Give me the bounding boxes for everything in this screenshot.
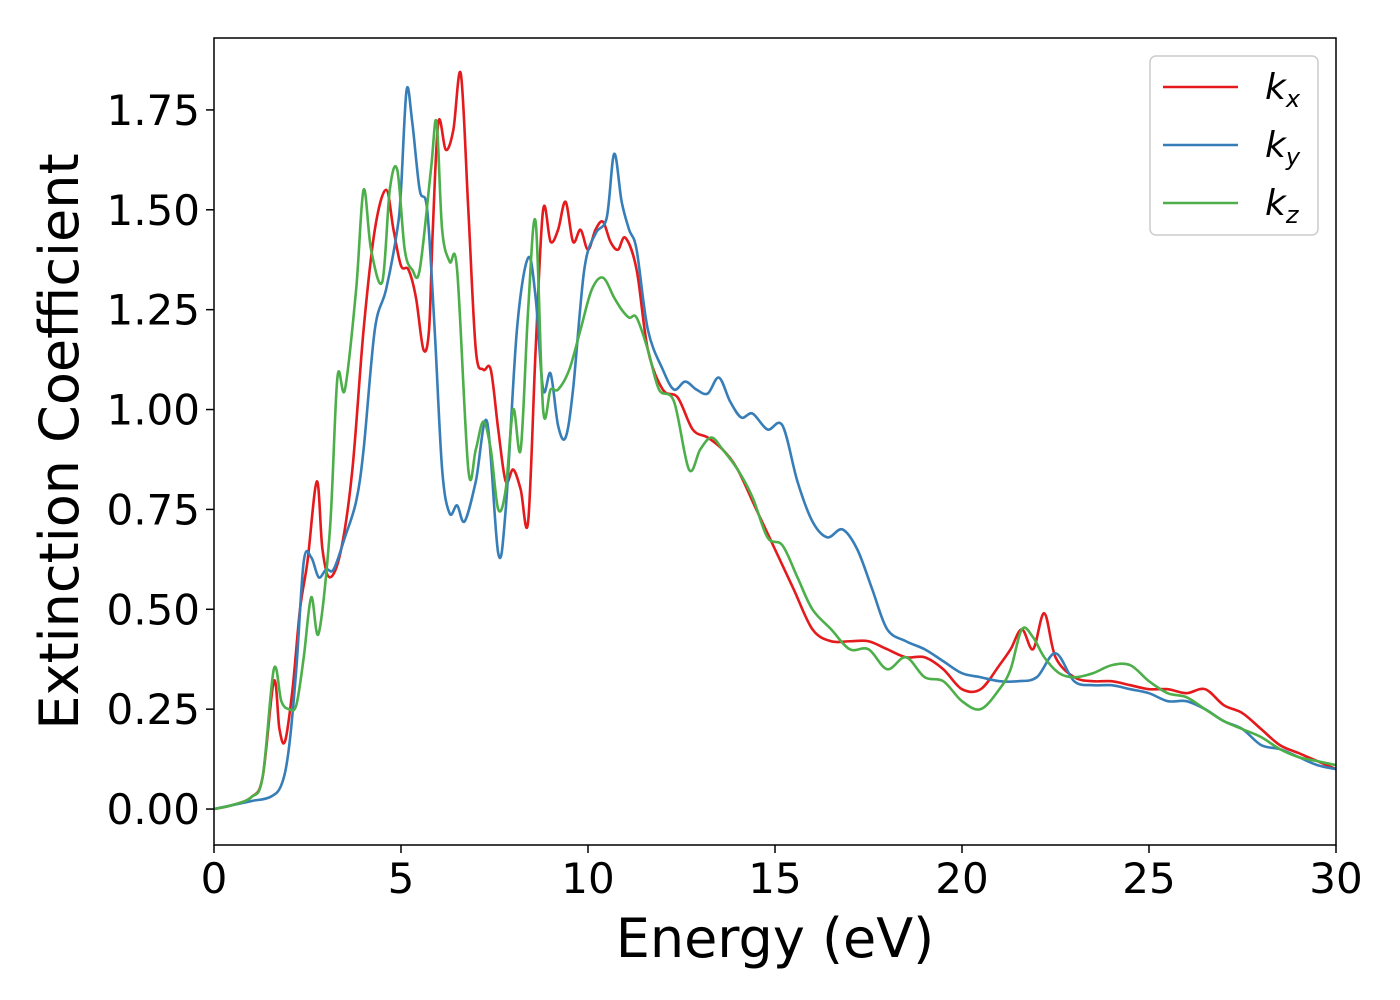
x-tick-label: 15 bbox=[748, 854, 801, 903]
legend-label-subscript: z bbox=[1285, 201, 1300, 229]
legend-label-z: kz bbox=[1265, 183, 1300, 229]
y-tick-label: 0.00 bbox=[106, 785, 200, 834]
legend-label-subscript: y bbox=[1285, 143, 1301, 171]
y-axis: 0.00 0.25 0.50 0.75 1.00 1.25 1.50 1.75 bbox=[106, 86, 214, 834]
series-layer bbox=[213, 70, 1337, 811]
x-axis-title: Energy (eV) bbox=[616, 907, 935, 970]
x-tick-label: 25 bbox=[1122, 854, 1175, 903]
legend-label-base: k bbox=[1265, 125, 1288, 166]
y-axis-title: Extinction Coefficient bbox=[28, 153, 91, 729]
series-line-y bbox=[213, 86, 1337, 811]
legend-label-base: k bbox=[1265, 67, 1288, 108]
y-tick-label: 0.50 bbox=[106, 585, 200, 634]
legend-label-x: kx bbox=[1265, 67, 1301, 113]
x-tick-label: 30 bbox=[1309, 854, 1362, 903]
x-axis: 0 5 10 15 20 25 30 bbox=[201, 845, 1363, 903]
y-tick-label: 1.75 bbox=[106, 86, 200, 135]
legend-label-base: k bbox=[1265, 183, 1288, 224]
y-tick-label: 0.25 bbox=[106, 685, 200, 734]
y-tick-label: 1.50 bbox=[106, 186, 200, 235]
legend-label-y: ky bbox=[1265, 125, 1301, 171]
x-tick-label: 5 bbox=[388, 854, 415, 903]
x-tick-label: 20 bbox=[935, 854, 988, 903]
y-tick-label: 1.25 bbox=[106, 286, 200, 335]
y-tick-label: 1.00 bbox=[106, 386, 200, 435]
series-line-x bbox=[213, 70, 1337, 811]
y-tick-label: 0.75 bbox=[106, 485, 200, 534]
legend-label-subscript: x bbox=[1285, 85, 1301, 113]
series-line-z bbox=[213, 118, 1337, 811]
x-tick-label: 0 bbox=[201, 854, 228, 903]
x-tick-label: 10 bbox=[561, 854, 614, 903]
